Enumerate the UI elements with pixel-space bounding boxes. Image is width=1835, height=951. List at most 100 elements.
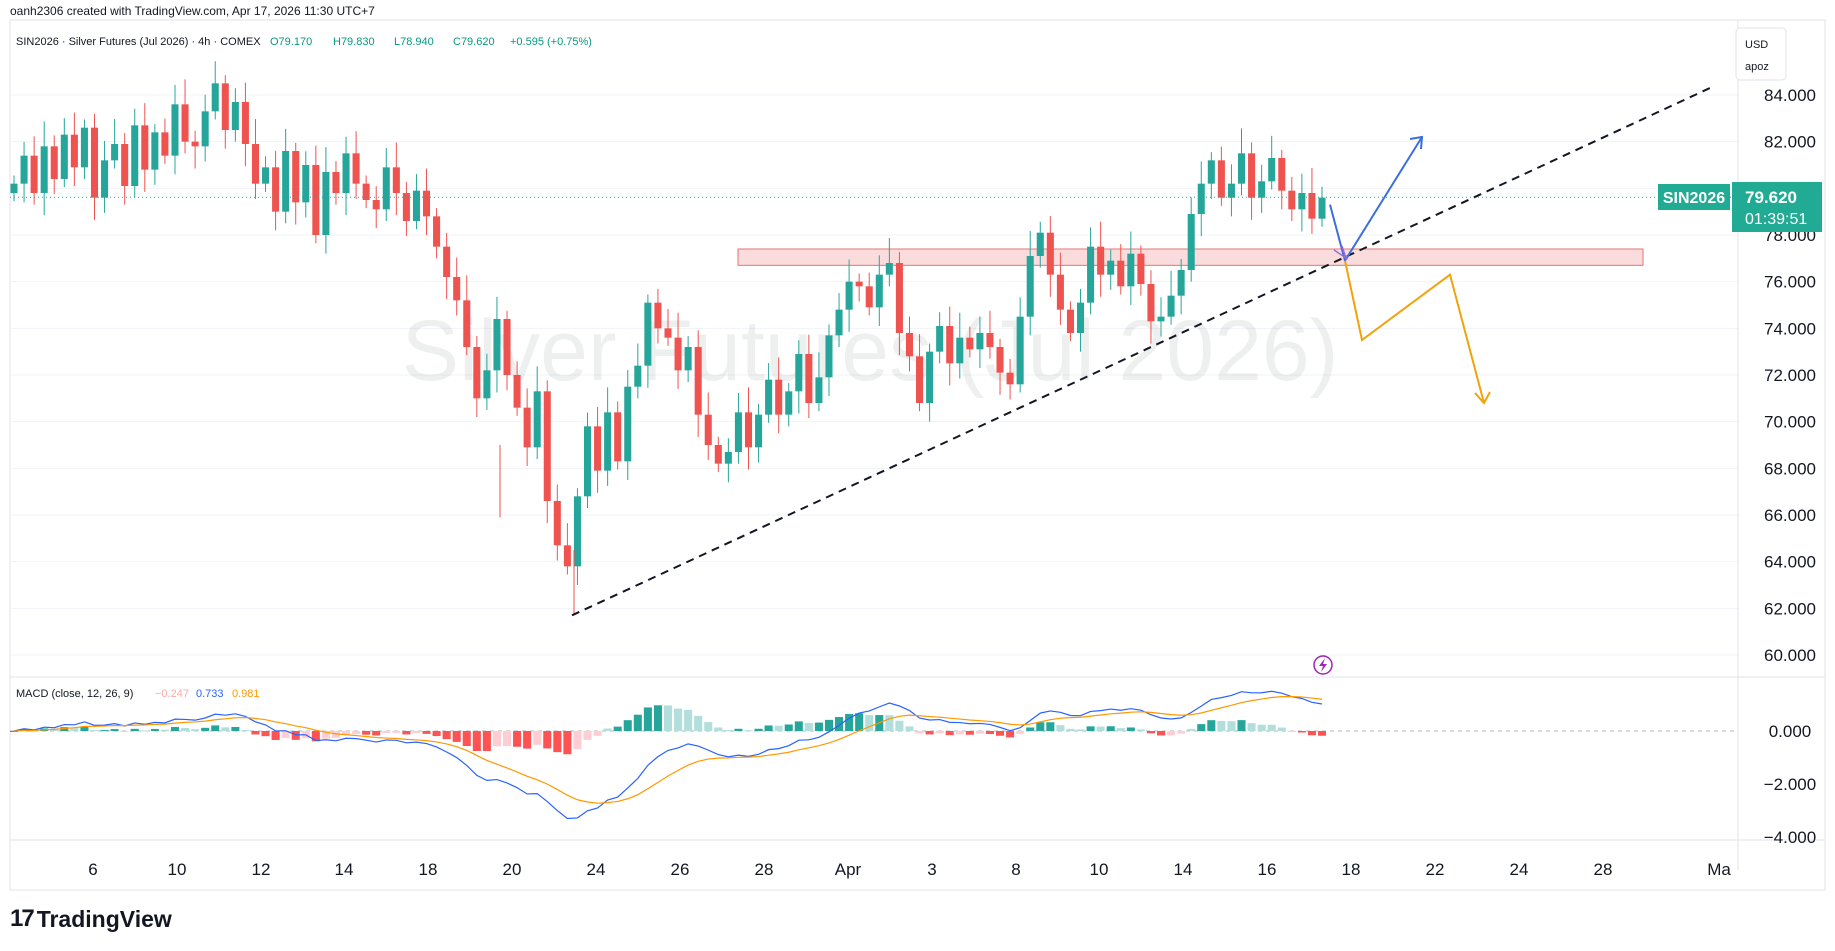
macd-histogram-bar [583,731,592,740]
time-tick-label: Apr [835,860,862,879]
pivot-marker [1333,245,1348,260]
candle-body [926,351,934,403]
candle-body [282,151,290,212]
candle-body [1187,214,1195,270]
time-tick-label: 14 [335,860,354,879]
candle-body [292,151,300,203]
macd-histogram-bar [181,728,190,731]
macd-title: MACD (close, 12, 26, 9) [16,688,133,700]
candle-body [996,347,1004,373]
macd-histogram-bar [311,731,320,742]
macd-histogram-bar [140,730,149,732]
macd-histogram-bar [1287,731,1296,732]
candle-body [90,127,99,198]
macd-histogram-bar [1046,722,1055,731]
macd-histogram-bar [694,715,703,731]
candle-body [1077,302,1085,333]
scenario-arrows[interactable] [1329,135,1491,405]
candle-body [1006,372,1014,385]
macd-histogram-bar [714,727,723,731]
grid-lines [10,94,1738,656]
macd-histogram-bar [945,731,954,736]
candle-body [30,155,38,193]
candle-body [1066,309,1074,333]
macd-histogram-bar [170,727,180,731]
candle-body [644,302,652,366]
candle-body [1016,316,1024,385]
tradingview-logo[interactable]: 17 TradingView [10,905,172,933]
candle-body [1147,284,1155,322]
symbol-legend[interactable]: SIN2026 · Silver Futures (Jul 2026) · 4h… [16,36,592,48]
candle-body [1056,274,1064,310]
tradingview-wordmark: TradingView [36,905,172,932]
price-tick-label: 64.000 [1764,553,1816,572]
macd-histogram-bar [824,719,834,731]
macd-axis[interactable]: 0.000 −2.000 −4.000 [1764,722,1816,847]
macd-tick-label: −2.000 [1764,775,1816,794]
macd-signal-value: 0.981 [232,688,260,700]
macd-histogram-bar [1227,721,1236,731]
bullish-arrowhead [1409,135,1424,150]
macd-legend[interactable]: MACD (close, 12, 26, 9) −0.247 0.733 0.9… [16,688,260,700]
macd-line [13,690,1323,820]
candle-body [523,407,531,448]
candle-body [111,144,119,161]
candle-body [724,452,732,464]
macd-histogram-bar [120,731,129,732]
candle-body [956,337,964,364]
time-tick-label: 3 [927,860,936,879]
time-tick-label: 18 [1342,860,1361,879]
time-tick-label: 26 [671,860,690,879]
macd-histogram-bar [1156,731,1166,736]
macd-histogram-bar [1066,728,1075,731]
candle-body [976,333,984,350]
candle-body [1097,246,1105,275]
lightning-icon[interactable] [1313,655,1333,675]
currency-box[interactable]: USD apoz [1735,27,1787,81]
macd-histogram-bar [80,726,89,731]
macd-histogram-bar [1177,731,1186,734]
price-axis[interactable]: 84.00082.00080.00078.00076.00074.00072.0… [1764,86,1816,665]
price-tag-value: 79.620 [1745,188,1797,207]
macd-histogram-bar [362,731,371,735]
candle-body [231,102,239,130]
price-tag-symbol-bg [1658,184,1730,210]
macd-histogram-bar [1267,724,1276,731]
macd-histogram-bar [603,728,612,731]
candle-body [694,347,702,415]
macd-histogram-bar [191,729,200,731]
macd-histogram-bar [744,730,753,732]
candle-body [121,144,129,186]
macd-histogram-bar [432,731,441,737]
candle-body [1217,160,1225,198]
macd-histogram-bar [221,727,230,731]
macd-histogram-bar [1207,720,1216,731]
candle-body [624,386,632,462]
ohlc-low: L78.940 [394,36,434,48]
macd-histogram-bar [211,725,220,731]
time-axis[interactable]: 6 10 12 14 18 20 24 26 28 Apr 3 8 10 14 16 18 22 24 28 Ma [88,860,1731,879]
macd-histogram-bar [342,731,351,735]
macd-histogram-bar [1197,724,1206,731]
macd-histogram-bar [1247,723,1256,731]
macd-histogram-bar [543,731,552,749]
candle-body [101,160,109,198]
price-tick-label: 62.000 [1764,599,1816,618]
candle-body [161,132,169,156]
candle-body [594,426,602,471]
candle-body [684,347,692,371]
candle-body [1036,232,1044,256]
macd-histogram-bar [1056,725,1065,731]
candle-body [392,167,400,193]
macd-histogram-bar [442,731,451,740]
candle-body [513,375,521,408]
macd-histogram-bar [9,731,19,732]
macd-histogram-bar [251,731,260,735]
macd-histogram-bar [784,724,793,731]
macd-histogram-bar [1217,720,1226,731]
candle-body [312,165,320,235]
candle-body [372,200,380,210]
macd-histogram-bar [1317,731,1327,736]
macd-histogram-bar [925,731,934,735]
